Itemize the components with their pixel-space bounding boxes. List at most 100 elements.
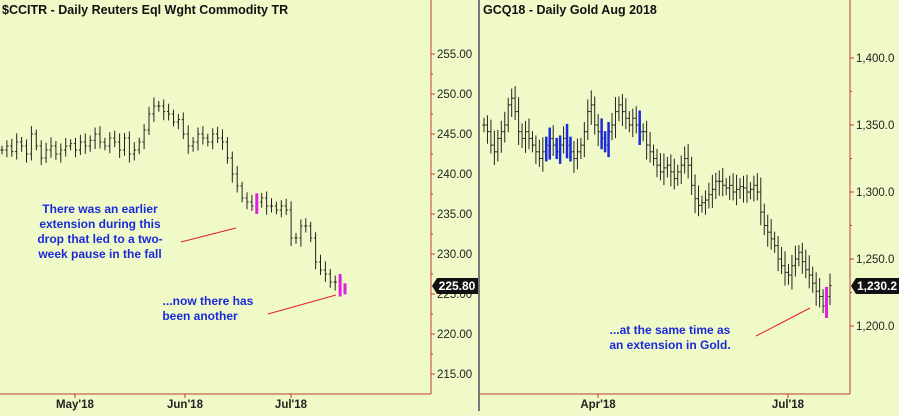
right-price-bar	[807, 255, 811, 289]
left-price-bar	[323, 261, 327, 282]
left-price-bar	[309, 221, 313, 243]
left-annotation-2-line-1: ...now there has	[163, 294, 254, 308]
right-price-bar	[627, 111, 631, 133]
right-price-bar	[624, 98, 628, 130]
left-price-bar	[29, 126, 33, 161]
left-price-bar	[176, 113, 180, 130]
left-x-tick-label: Jun'18	[167, 399, 204, 411]
right-price-bar	[510, 88, 514, 117]
left-x-ticks: May'18 Jun'18 Jul'18	[56, 394, 308, 411]
right-price-bar	[582, 122, 586, 158]
right-price-bar	[748, 182, 753, 200]
right-price-bar	[579, 137, 583, 160]
left-price-bar	[44, 142, 48, 164]
left-price-bar	[333, 275, 337, 291]
left-price-bar	[147, 106, 151, 136]
right-price-bar	[672, 158, 676, 190]
right-price-bar	[655, 148, 659, 178]
left-annotation-1-line-1: There was an earlier	[42, 202, 158, 216]
right-price-bar	[489, 119, 493, 154]
right-price-bar	[658, 153, 663, 181]
right-last-value: 1,230.2	[857, 279, 897, 293]
left-price-bar	[225, 136, 229, 164]
left-price-bar	[122, 132, 127, 156]
left-price-bar	[0, 145, 4, 155]
left-chart-title: $CCITR - Daily Reuters Eql Wght Commodit…	[2, 3, 288, 17]
right-price-bar	[717, 170, 721, 196]
left-price-bar	[113, 130, 117, 148]
right-price-bar	[686, 144, 690, 179]
left-price-bar	[196, 127, 200, 151]
right-price-bar	[520, 123, 524, 149]
left-price-bar	[284, 198, 288, 216]
left-price-bar	[279, 200, 283, 218]
right-price-bar	[555, 137, 559, 160]
right-price-bar	[568, 136, 573, 162]
right-last-value-badge-bg	[851, 278, 899, 294]
left-price-bar	[10, 138, 14, 157]
left-price-bar	[103, 137, 107, 151]
left-price-bar	[127, 131, 131, 163]
right-x-tick-label: Jul'18	[772, 399, 805, 411]
right-price-bar	[603, 131, 607, 153]
right-x-ticks: Apr'18 Jul'18	[580, 394, 805, 411]
left-price-bar	[132, 142, 136, 161]
right-price-bar	[779, 246, 784, 275]
right-price-bar	[617, 96, 621, 122]
right-price-bar	[731, 173, 735, 201]
right-price-bar	[676, 164, 680, 186]
left-y-tick-label: 220.00	[437, 329, 472, 341]
right-price-bar	[762, 203, 766, 236]
right-price-bar	[693, 174, 697, 214]
right-price-bar	[783, 251, 787, 286]
left-price-bar	[24, 139, 29, 163]
left-price-bar	[64, 138, 68, 157]
left-price-bar	[216, 126, 220, 144]
left-price-bar	[152, 97, 156, 122]
right-price-bar	[593, 96, 597, 135]
left-price-bar	[93, 127, 97, 150]
right-price-bar	[786, 263, 791, 285]
left-y-tick-label: 240.00	[437, 169, 472, 181]
left-price-bar	[235, 166, 239, 193]
left-y-tick-label: 255.00	[437, 49, 472, 61]
left-price-bar	[338, 274, 342, 297]
right-price-bar	[513, 86, 517, 121]
right-price-bar	[690, 156, 694, 195]
left-price-bar	[118, 133, 122, 158]
left-price-bar	[289, 201, 293, 246]
left-x-tick-label: Jul'18	[275, 399, 308, 411]
left-last-value: 225.80	[439, 279, 476, 293]
left-price-bar	[15, 133, 19, 160]
left-price-bar	[294, 232, 298, 244]
right-price-bar	[548, 127, 552, 160]
left-price-bar	[191, 136, 195, 152]
right-price-bar	[707, 182, 711, 209]
right-price-bar	[776, 235, 780, 272]
right-price-bar	[544, 136, 548, 162]
right-price-bar	[565, 123, 569, 159]
left-price-bar	[142, 124, 146, 150]
left-price-bar	[88, 135, 92, 152]
left-price-bar	[304, 218, 308, 233]
right-price-bar	[724, 178, 728, 196]
right-price-bar	[648, 131, 652, 163]
right-price-bar	[766, 214, 770, 247]
left-annotation-1-pointer	[180, 227, 237, 243]
right-price-bar	[728, 175, 732, 201]
right-price-bar	[589, 90, 593, 125]
right-price-bar	[610, 112, 614, 141]
left-price-bar	[20, 136, 24, 152]
left-last-value-badge: 225.80	[432, 278, 478, 294]
left-annotation-2-line-2: been another	[162, 309, 238, 323]
right-price-bar	[821, 289, 825, 314]
left-price-bar	[245, 192, 249, 210]
left-price-bar	[206, 133, 210, 147]
left-price-bar	[181, 112, 185, 140]
left-price-bar	[186, 125, 190, 154]
right-price-bar	[537, 139, 541, 167]
right-price-bar	[651, 144, 656, 166]
